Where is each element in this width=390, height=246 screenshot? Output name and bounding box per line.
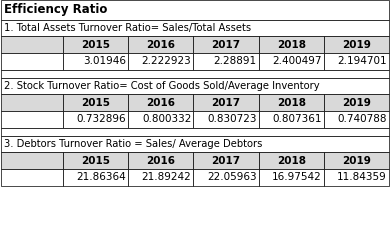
Text: 2.28891: 2.28891 xyxy=(213,57,257,66)
Text: 2017: 2017 xyxy=(211,40,241,49)
Bar xyxy=(193,152,259,169)
Text: 0.800332: 0.800332 xyxy=(142,114,191,124)
Bar xyxy=(259,152,324,169)
Bar xyxy=(193,53,259,70)
Text: 0.830723: 0.830723 xyxy=(207,114,257,124)
Bar xyxy=(324,94,389,111)
Bar xyxy=(259,111,324,128)
Text: 3.01946: 3.01946 xyxy=(83,57,126,66)
Bar xyxy=(63,111,128,128)
Bar xyxy=(1,94,63,111)
Bar xyxy=(193,111,259,128)
Bar xyxy=(193,36,259,53)
Text: 22.05963: 22.05963 xyxy=(207,172,257,183)
Bar xyxy=(128,94,193,111)
Bar xyxy=(63,169,128,186)
Text: 0.732896: 0.732896 xyxy=(76,114,126,124)
Bar xyxy=(1,53,63,70)
Bar xyxy=(128,111,193,128)
Bar xyxy=(1,36,63,53)
Text: 11.84359: 11.84359 xyxy=(337,172,387,183)
Bar xyxy=(128,53,193,70)
Bar xyxy=(1,20,389,36)
Bar xyxy=(1,70,389,78)
Text: 2.222923: 2.222923 xyxy=(142,57,191,66)
Text: 3. Debtors Turnover Ratio = Sales/ Average Debtors: 3. Debtors Turnover Ratio = Sales/ Avera… xyxy=(4,139,262,149)
Text: 2019: 2019 xyxy=(342,155,371,166)
Text: 2019: 2019 xyxy=(342,40,371,49)
Bar xyxy=(259,53,324,70)
Text: 2018: 2018 xyxy=(277,97,306,108)
Bar xyxy=(63,36,128,53)
Text: 2019: 2019 xyxy=(342,97,371,108)
Bar xyxy=(193,94,259,111)
Text: 21.89242: 21.89242 xyxy=(142,172,191,183)
Bar xyxy=(1,128,389,136)
Text: 2017: 2017 xyxy=(211,155,241,166)
Bar xyxy=(259,36,324,53)
Text: 2015: 2015 xyxy=(81,155,110,166)
Bar xyxy=(128,152,193,169)
Bar xyxy=(63,94,128,111)
Bar xyxy=(1,152,63,169)
Bar xyxy=(193,169,259,186)
Bar xyxy=(324,53,389,70)
Text: 2017: 2017 xyxy=(211,97,241,108)
Bar xyxy=(128,169,193,186)
Bar xyxy=(63,152,128,169)
Text: 2016: 2016 xyxy=(146,155,175,166)
Bar xyxy=(324,152,389,169)
Text: 2018: 2018 xyxy=(277,155,306,166)
Text: 2016: 2016 xyxy=(146,40,175,49)
Bar xyxy=(259,94,324,111)
Text: 2018: 2018 xyxy=(277,40,306,49)
Bar xyxy=(128,36,193,53)
Bar xyxy=(63,53,128,70)
Text: 21.86364: 21.86364 xyxy=(76,172,126,183)
Bar xyxy=(1,0,389,20)
Text: 16.97542: 16.97542 xyxy=(272,172,322,183)
Bar xyxy=(259,169,324,186)
Bar xyxy=(1,78,389,94)
Bar xyxy=(324,111,389,128)
Text: 2015: 2015 xyxy=(81,97,110,108)
Text: 2015: 2015 xyxy=(81,40,110,49)
Text: 2.400497: 2.400497 xyxy=(272,57,322,66)
Text: 0.740788: 0.740788 xyxy=(337,114,387,124)
Text: Efficiency Ratio: Efficiency Ratio xyxy=(4,3,107,16)
Bar xyxy=(1,111,63,128)
Bar xyxy=(1,169,63,186)
Bar xyxy=(1,136,389,152)
Bar xyxy=(324,169,389,186)
Text: 2. Stock Turnover Ratio= Cost of Goods Sold/Average Inventory: 2. Stock Turnover Ratio= Cost of Goods S… xyxy=(4,81,320,91)
Text: 2.194701: 2.194701 xyxy=(337,57,387,66)
Bar xyxy=(324,36,389,53)
Text: 2016: 2016 xyxy=(146,97,175,108)
Text: 1. Total Assets Turnover Ratio= Sales/Total Assets: 1. Total Assets Turnover Ratio= Sales/To… xyxy=(4,23,251,33)
Text: 0.807361: 0.807361 xyxy=(272,114,322,124)
